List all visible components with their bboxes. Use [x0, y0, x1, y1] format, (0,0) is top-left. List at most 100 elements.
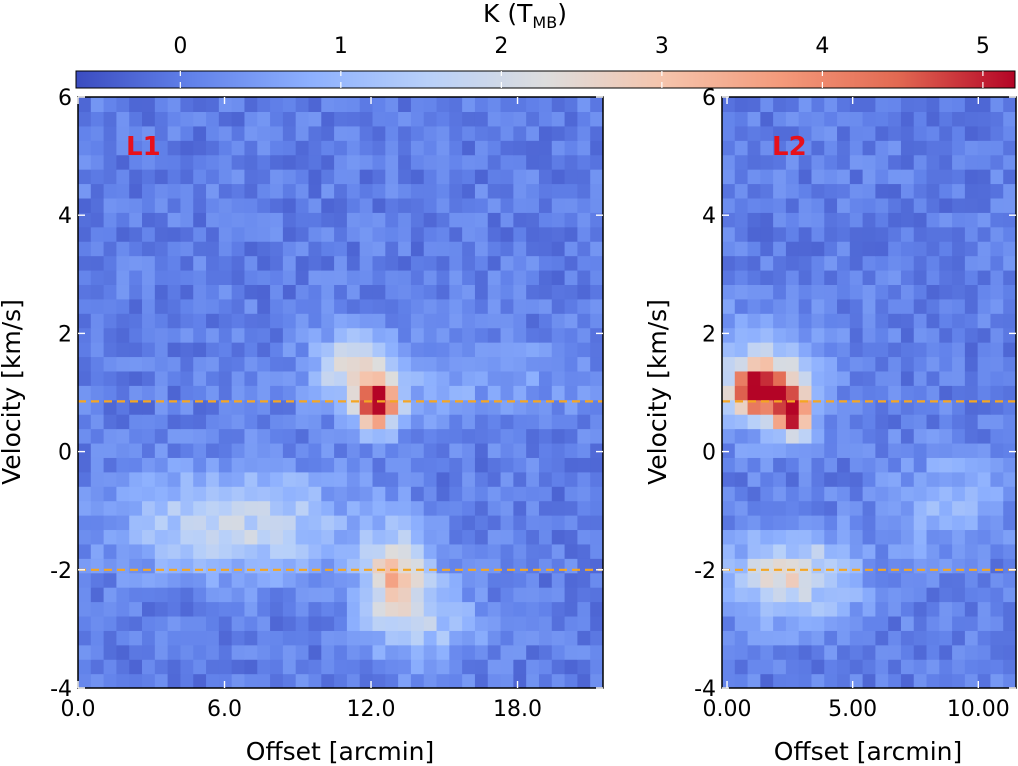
heatmap-cell [888, 154, 902, 170]
heatmap-cell [308, 572, 322, 588]
heatmap-cell [308, 284, 322, 300]
heatmap-cell [837, 399, 851, 415]
heatmap-cell [206, 97, 220, 113]
heatmap-cell [538, 659, 553, 675]
heatmap-cell [500, 255, 514, 271]
heatmap-cell [849, 572, 864, 588]
heatmap-cell [888, 313, 902, 329]
heatmap-cell [577, 241, 591, 257]
heatmap-cell [154, 212, 169, 228]
heatmap-cell [423, 284, 438, 300]
heatmap-cell [218, 399, 233, 415]
heatmap-cell [913, 659, 928, 675]
heatmap-cell [231, 298, 246, 314]
heatmap-cell [487, 370, 502, 386]
heatmap-cell [824, 442, 838, 458]
heatmap-cell [785, 457, 800, 473]
heatmap-cell [410, 125, 425, 141]
heatmap-cell [760, 356, 774, 372]
heatmap-cell [180, 630, 194, 646]
heatmap-cell [590, 673, 603, 688]
heatmap-cell [939, 370, 953, 386]
heatmap-cell [410, 442, 425, 458]
heatmap-cell [785, 558, 800, 574]
heatmap-cell [952, 154, 966, 170]
heatmap-cell [231, 284, 246, 300]
heatmap-cell [308, 356, 322, 372]
heatmap-cell [1003, 183, 1016, 199]
heatmap-cell [1003, 515, 1016, 531]
heatmap-cell [875, 269, 889, 285]
heatmap-cell [734, 269, 749, 285]
heatmap-cell [410, 659, 425, 675]
heatmap-cell [849, 370, 864, 386]
heatmap-cell [154, 615, 169, 631]
heatmap-cell [564, 385, 578, 401]
heatmap-cell [900, 399, 915, 415]
heatmap-cell [926, 500, 940, 516]
heatmap-cell [334, 515, 348, 531]
heatmap-cell [206, 601, 220, 617]
heatmap-cell [257, 125, 271, 141]
heatmap-cell [747, 601, 761, 617]
heatmap-cell [257, 140, 271, 156]
heatmap-cell [722, 226, 736, 242]
heatmap-cell [487, 471, 502, 487]
heatmap-cell [824, 644, 838, 660]
heatmap-cell [231, 226, 246, 242]
heatmap-cell [551, 97, 566, 113]
heatmap-cell [142, 630, 156, 646]
heatmap-cell [747, 197, 761, 213]
heatmap-cell [334, 212, 348, 228]
heatmap-cell [103, 313, 118, 329]
heatmap-cell [398, 212, 412, 228]
heatmap-cell [180, 284, 194, 300]
heatmap-cell [811, 630, 825, 646]
heatmap-cell [964, 558, 979, 574]
heatmap-cell [385, 587, 399, 603]
heatmap-cell [321, 558, 335, 574]
heatmap-cell [990, 486, 1004, 502]
heatmap-cell [154, 313, 169, 329]
heatmap-cell [410, 587, 425, 603]
heatmap-cell [116, 97, 130, 113]
heatmap-cell [206, 587, 220, 603]
heatmap-cell [436, 298, 450, 314]
heatmap-cell [270, 644, 284, 660]
heatmap-cell [977, 630, 992, 646]
heatmap-cell [90, 601, 105, 617]
heatmap-cell [282, 572, 297, 588]
heatmap-cell [862, 414, 876, 430]
heatmap-cell [837, 428, 851, 444]
heatmap-cell [952, 659, 966, 675]
heatmap-cell [811, 529, 825, 545]
heatmap-cell [398, 370, 412, 386]
heatmap-cell [180, 471, 194, 487]
heatmap-cell [760, 558, 774, 574]
heatmap-cell [142, 500, 156, 516]
heatmap-cell [837, 212, 851, 228]
heatmap-cell [167, 399, 182, 415]
heatmap-cell [888, 515, 902, 531]
heatmap-cell [295, 457, 310, 473]
heatmap-cell [964, 226, 979, 242]
heatmap-cell [939, 140, 953, 156]
heatmap-cell [385, 111, 399, 127]
heatmap-cell [875, 97, 889, 113]
heatmap-cell [551, 630, 566, 646]
heatmap-cell [462, 356, 476, 372]
heatmap-cell [193, 212, 207, 228]
heatmap-cell [785, 140, 800, 156]
heatmap-cell [926, 414, 940, 430]
heatmap-cell [849, 442, 864, 458]
heatmap-cell [436, 601, 450, 617]
heatmap-cell [500, 414, 514, 430]
heatmap-cell [734, 673, 749, 688]
heatmap-cell [385, 630, 399, 646]
heatmap-cell [964, 125, 979, 141]
heatmap-cell [129, 269, 143, 285]
heatmap-cell [952, 356, 966, 372]
heatmap-cell [295, 313, 310, 329]
heatmap-cell [964, 342, 979, 358]
heatmap-cell [811, 486, 825, 502]
